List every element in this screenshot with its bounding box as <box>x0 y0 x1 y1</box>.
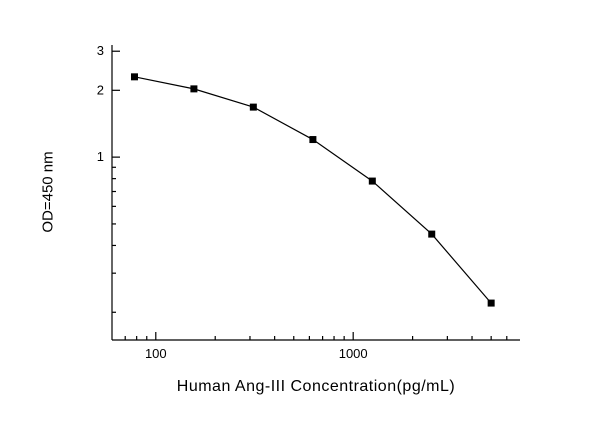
x-tick-label: 100 <box>145 346 167 361</box>
data-point <box>368 177 376 185</box>
data-point <box>428 230 436 238</box>
data-point <box>190 85 198 93</box>
y-tick-label: 3 <box>97 43 104 58</box>
data-point <box>309 136 317 144</box>
x-tick-label: 1000 <box>339 346 368 361</box>
y-axis-label: OD=450 nm <box>39 151 57 233</box>
y-tick-label: 2 <box>97 82 104 97</box>
data-line <box>134 76 492 304</box>
data-point <box>487 299 495 307</box>
y-tick-label: 1 <box>97 149 104 164</box>
data-point <box>249 103 257 111</box>
x-axis-label: Human Ang-III Concentration(pg/mL) <box>176 378 456 395</box>
data-point <box>130 73 138 81</box>
